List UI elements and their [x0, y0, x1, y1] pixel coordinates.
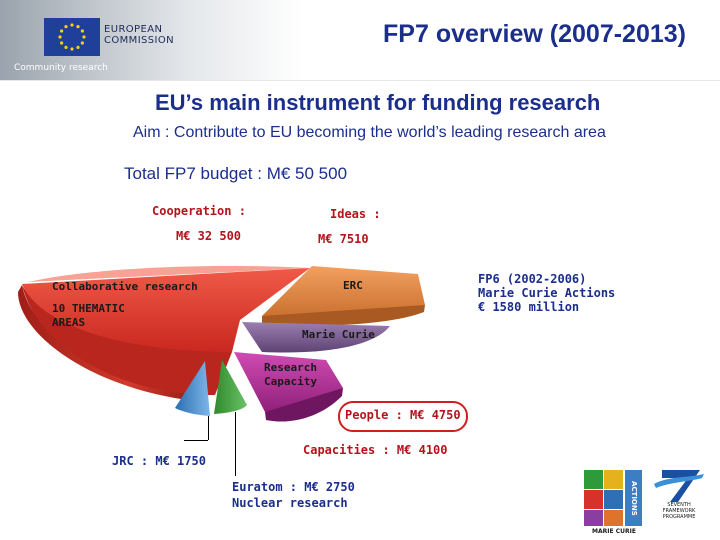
header-background — [0, 0, 720, 80]
fp7-logo-text: SEVENTH FRAMEWORK PROGRAMME — [662, 502, 696, 520]
slice-cooperation — [22, 268, 310, 352]
eu-star-icon — [76, 45, 80, 49]
label-cooperation-value: M€ 32 500 — [176, 229, 242, 243]
label-euratom-2: Nuclear research — [232, 496, 348, 510]
people-highlight-box — [338, 401, 468, 432]
slice-capacities-side — [265, 388, 343, 422]
eu-star-icon — [82, 35, 86, 39]
label-thematic-1: 10 THEMATIC — [52, 302, 125, 315]
label-research-2: Capacity — [264, 375, 317, 388]
eu-star-icon — [76, 25, 80, 29]
institution-name: EUROPEAN COMMISSION — [104, 24, 174, 46]
eu-star-icon — [70, 47, 74, 51]
page-title: FP7 overview (2007-2013) — [383, 20, 686, 48]
slice-ideas — [262, 266, 425, 319]
label-research-1: Research — [264, 361, 317, 374]
marie-curie-logo: ACTIONS — [584, 470, 644, 528]
institution-line-2: COMMISSION — [104, 35, 175, 46]
eu-star-icon — [64, 25, 68, 29]
leader-jrc-horizontal — [184, 440, 208, 441]
total-budget: Total FP7 budget : M€ 50 500 — [124, 164, 348, 183]
slice-ideas-side — [262, 305, 425, 326]
leader-euratom — [235, 412, 236, 476]
eu-flag-icon — [44, 18, 100, 56]
leader-jrc — [208, 416, 209, 440]
label-marie-curie: Marie Curie — [302, 328, 375, 341]
institution-line-1: EUROPEAN — [104, 24, 163, 35]
fp7-logo — [648, 466, 708, 540]
label-jrc: JRC : M€ 1750 — [112, 454, 206, 468]
slice-euratom — [214, 360, 247, 414]
label-cooperation: Cooperation : — [152, 204, 246, 218]
eu-star-icon — [80, 41, 84, 45]
slice-jrc — [175, 361, 210, 416]
department-label: Community research — [14, 63, 108, 73]
label-euratom-1: Euratom : M€ 2750 — [232, 480, 355, 494]
label-ideas-value: M€ 7510 — [318, 232, 369, 246]
label-thematic-2: AREAS — [52, 316, 86, 329]
eu-star-icon — [60, 29, 64, 33]
eu-star-icon — [58, 35, 62, 39]
eu-star-icon — [80, 29, 84, 33]
label-ideas: Ideas : — [330, 207, 381, 221]
eu-star-icon — [60, 41, 64, 45]
label-capacities: Capacities : M€ 4100 — [303, 443, 448, 457]
eu-star-icon — [64, 45, 68, 49]
annotation-fp6-line2: Marie Curie Actions — [478, 286, 616, 300]
aim-text: Aim : Contribute to EU becoming the worl… — [133, 124, 606, 141]
slice-cooperation-side — [18, 285, 205, 402]
header-divider — [0, 80, 720, 81]
annotation-fp6-line1: FP6 (2002-2006) — [478, 272, 587, 286]
eu-star-icon — [70, 23, 74, 27]
label-people: People : M€ 4750 — [345, 408, 461, 422]
annotation-fp6-line3: € 1580 million — [478, 300, 580, 314]
marie-curie-logo-text: MARIE CURIE — [592, 528, 636, 535]
slice-cooperation-top-highlight — [28, 265, 310, 282]
page-subtitle: EU’s main instrument for funding researc… — [155, 90, 601, 115]
marie-curie-side-text: ACTIONS — [625, 470, 642, 526]
label-erc: ERC — [343, 279, 363, 292]
label-collaborative: Collaborative research — [52, 280, 198, 293]
slice-people — [242, 322, 390, 353]
